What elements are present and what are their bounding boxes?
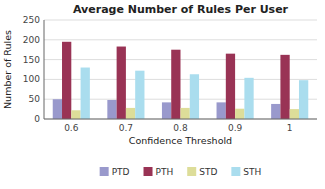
bar — [107, 100, 116, 119]
legend-label: STH — [243, 167, 261, 177]
bar — [190, 74, 199, 119]
y-tick-label: 50 — [29, 94, 41, 104]
x-tick-label: 0.8 — [173, 123, 188, 133]
bar — [235, 109, 244, 119]
bar — [217, 102, 226, 119]
legend-label: PTD — [112, 167, 130, 177]
bar — [171, 50, 180, 119]
title: Average Number of Rules Per User — [73, 3, 289, 16]
bars — [53, 42, 309, 119]
x-tick-label: 0.9 — [228, 123, 243, 133]
legend-swatch — [187, 167, 196, 176]
bar — [244, 78, 253, 119]
y-axis: 0 50 100 150 200 250 — [23, 15, 317, 124]
legend-label: PTH — [156, 167, 174, 177]
chart-svg: Average Number of Rules Per User 0 50 100 15… — [0, 0, 325, 189]
x-axis-label: Confidence Threshold — [129, 135, 232, 146]
bar — [271, 104, 280, 119]
bar — [299, 80, 308, 119]
y-tick-label: 0 — [34, 114, 40, 124]
grid-line — [44, 20, 317, 21]
y-tick-label: 150 — [23, 55, 40, 65]
legend-label: STD — [199, 167, 217, 177]
grid-line — [44, 119, 317, 120]
bar — [117, 47, 126, 119]
bar — [135, 71, 144, 119]
bar — [181, 108, 190, 119]
legend-swatch — [144, 167, 153, 176]
bar — [162, 102, 171, 119]
bar — [226, 54, 235, 119]
grid-line — [44, 39, 317, 40]
y-axis-label: Number of Rules — [2, 30, 13, 109]
bar — [280, 55, 289, 119]
legend: PTD PTH STD STH — [100, 167, 262, 177]
chart-container: Average Number of Rules Per User 0 50 100 15… — [0, 0, 325, 189]
x-tick-label: 0.6 — [64, 123, 79, 133]
legend-swatch — [100, 167, 109, 176]
bar — [71, 110, 80, 119]
y-tick-label: 100 — [23, 74, 40, 84]
bar — [62, 42, 71, 119]
y-tick-label: 200 — [23, 35, 40, 45]
legend-swatch — [231, 167, 240, 176]
x-tick-label: 1 — [287, 123, 293, 133]
bar — [81, 68, 90, 119]
bar — [126, 108, 135, 119]
y-axis-line — [44, 20, 45, 119]
x-axis: 0.6 0.7 0.8 0.9 1 — [64, 123, 292, 133]
y-tick-label: 250 — [23, 15, 40, 25]
x-axis-line — [44, 119, 317, 120]
bar — [290, 109, 299, 119]
bar — [53, 99, 62, 119]
x-tick-label: 0.7 — [119, 123, 133, 133]
